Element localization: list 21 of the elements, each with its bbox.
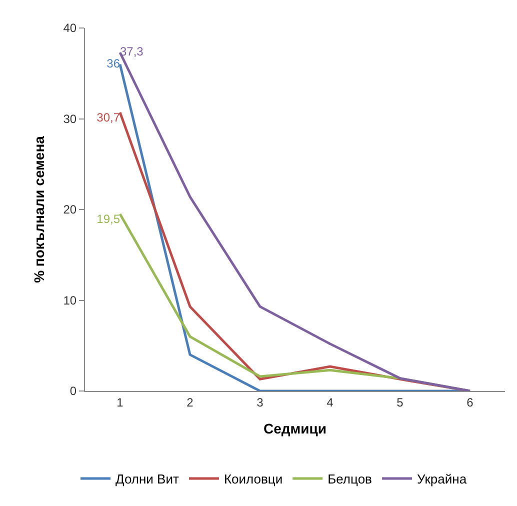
y-tick-label: 0 (70, 384, 77, 398)
legend-label: Коиловци (224, 472, 283, 487)
legend-label: Украйна (417, 472, 468, 487)
x-tick-label: 3 (256, 395, 264, 410)
x-tick-label: 5 (396, 395, 404, 410)
data-label: 37,3 (120, 44, 144, 58)
y-tick-label: 10 (63, 293, 77, 308)
data-label: 36 (106, 56, 120, 70)
x-tick-label: 4 (326, 395, 334, 410)
x-tick-label: 1 (116, 395, 124, 410)
y-tick-label: 30 (63, 112, 77, 126)
x-tick-label: 6 (466, 395, 474, 410)
legend-label: Долни Вит (116, 472, 179, 487)
y-tick-label: 40 (63, 21, 77, 36)
data-label: 30,7 (96, 110, 120, 124)
x-tick-label: 2 (186, 395, 194, 410)
data-label: 19,5 (96, 212, 120, 226)
y-tick-label: 20 (63, 202, 77, 217)
legend-label: Белцов (328, 472, 372, 487)
y-axis-title: % покълнали семена (30, 136, 47, 283)
x-axis-title: Седмици (264, 420, 326, 437)
